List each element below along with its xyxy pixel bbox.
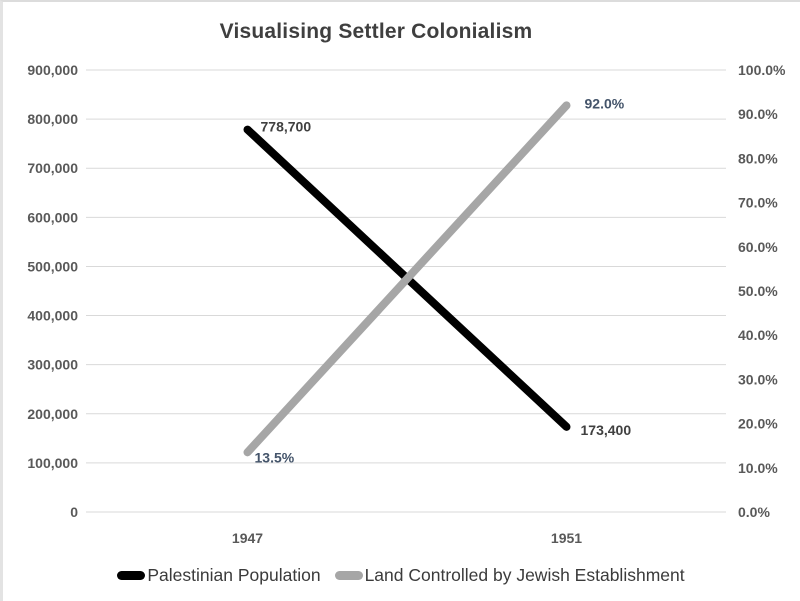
left-axis-tick-label: 900,000 [27,62,78,78]
legend-label-land-controlled: Land Controlled by Jewish Establishment [364,565,685,585]
left-axis-tick-label: 0 [70,504,78,520]
series-line-land-controlled-by-jewish-establishment [243,101,571,457]
chart-plot-area: 0 100,000 200,000 300,000 400,000 500,000 600,… [27,62,786,546]
data-label: 13.5% [255,449,295,465]
x-axis-tick-label: 1951 [551,530,582,546]
data-label: 173,400 [581,422,632,438]
right-axis-tick-label: 70.0% [738,195,778,211]
left-axis-tick-label: 700,000 [27,160,78,176]
x-axis-tick-label: 1947 [232,530,263,546]
right-axis-tick-label: 90.0% [738,106,778,122]
legend-item-palestinian-population: Palestinian Population [117,565,321,586]
right-axis-tick-label: 50.0% [738,283,778,299]
right-axis-tick-label: 100.0% [738,62,786,78]
right-axis-tick-label: 0.0% [738,504,770,520]
legend-item-land-controlled: Land Controlled by Jewish Establishment [334,565,685,586]
left-axis-tick-label: 500,000 [27,258,78,274]
left-axis-tick-label: 100,000 [27,455,78,471]
right-axis-tick-label: 30.0% [738,371,778,387]
right-axis-tick-label: 10.0% [738,460,778,476]
left-axis-tick-label: 300,000 [27,357,78,373]
left-axis-tick-label: 400,000 [27,308,78,324]
legend-swatch-black-line-icon [117,571,146,580]
left-axis-tick-label: 800,000 [27,111,78,127]
right-axis-tick-label: 60.0% [738,239,778,255]
left-axis-tick-label: 600,000 [27,209,78,225]
legend-label-palestinian-population: Palestinian Population [147,565,321,585]
chart-title: Visualising Settler Colonialism [219,20,533,43]
chart-legend: Palestinian Population Land Controlled b… [3,565,799,586]
legend-swatch-gray-line-icon [334,571,363,580]
data-label: 778,700 [261,119,312,135]
right-axis-tick-label: 40.0% [738,327,778,343]
right-axis-tick-label: 80.0% [738,150,778,166]
left-axis-tick-label: 200,000 [27,406,78,422]
data-label: 92.0% [585,95,625,111]
right-axis-tick-label: 20.0% [738,416,778,432]
